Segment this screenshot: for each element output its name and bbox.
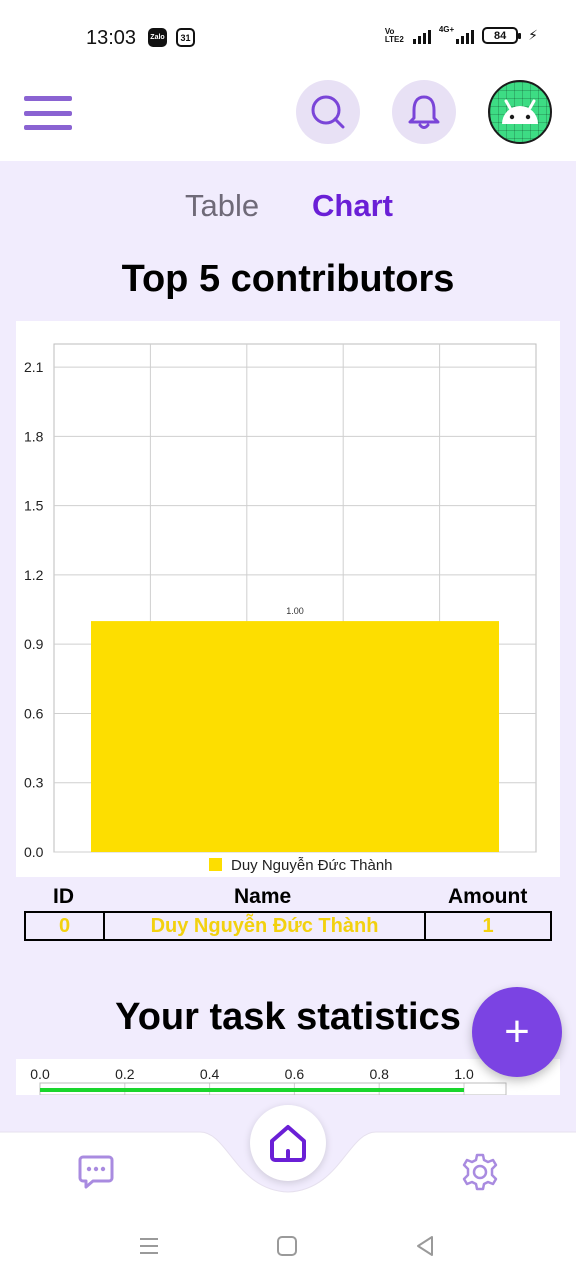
home-icon xyxy=(270,1125,306,1162)
search-button[interactable] xyxy=(296,80,360,144)
status-bar: 13:03 Zalo 31 Vo LTE2 4G+ 84 ⚡ xyxy=(0,0,576,76)
legend-label: Duy Nguyễn Đức Thành xyxy=(231,857,393,874)
settings-button[interactable] xyxy=(460,1152,500,1192)
volte-icon: Vo LTE2 xyxy=(384,26,404,44)
android-icon xyxy=(502,99,538,124)
stats-tick-label: 0.8 xyxy=(369,1066,389,1082)
calendar-notification-icon: 31 xyxy=(176,28,195,47)
y-tick-label: 0.0 xyxy=(24,844,44,860)
settings-icon xyxy=(462,1153,498,1191)
tab-chart[interactable]: Chart xyxy=(312,188,393,223)
add-button[interactable]: + xyxy=(472,987,562,1077)
header-amount: Amount xyxy=(448,885,528,908)
avatar[interactable] xyxy=(488,80,552,144)
battery-icon: 84 xyxy=(482,27,522,44)
zalo-notification-icon: Zalo xyxy=(148,28,167,47)
stats-tick-label: 0.4 xyxy=(200,1066,220,1082)
task-stats-title: Your task statistics xyxy=(115,996,461,1038)
signal-icon-2 xyxy=(456,28,475,44)
y-tick-label: 0.9 xyxy=(24,636,44,652)
notifications-button[interactable] xyxy=(392,80,456,144)
back-icon[interactable] xyxy=(413,1234,437,1258)
search-icon xyxy=(311,95,345,129)
y-tick-label: 2.1 xyxy=(24,359,44,375)
header-id: ID xyxy=(53,885,74,908)
signal-icon xyxy=(412,28,431,44)
y-tick-label: 1.5 xyxy=(24,498,44,514)
view-tabs: Table Chart xyxy=(0,188,576,232)
status-indicators: Vo LTE2 4G+ 84 ⚡ xyxy=(384,25,538,44)
cell-name: Duy Nguyễn Đức Thành xyxy=(105,913,426,939)
y-tick-label: 1.2 xyxy=(24,567,44,583)
home-button[interactable] xyxy=(250,1105,326,1181)
y-tick-label: 0.3 xyxy=(24,775,44,791)
cell-id: 0 xyxy=(26,913,105,939)
contributors-table: ID Name Amount 0 Duy Nguyễn Đức Thành 1 xyxy=(24,883,552,941)
task-stats-chart: 0.0 0.2 0.4 0.6 0.8 1.0 xyxy=(16,1059,560,1096)
stats-tick-label: 1.0 xyxy=(454,1066,474,1082)
bar xyxy=(91,621,499,852)
bottom-nav-background xyxy=(0,1131,576,1210)
chat-button[interactable] xyxy=(77,1152,115,1190)
stats-tick-label: 0.2 xyxy=(115,1066,135,1082)
progress-bar xyxy=(40,1088,464,1092)
app-bar xyxy=(0,76,576,161)
table-header: ID Name Amount xyxy=(24,883,552,911)
home-system-icon[interactable] xyxy=(275,1234,299,1258)
stats-tick-label: 0.0 xyxy=(30,1066,50,1082)
y-tick-label: 1.8 xyxy=(24,428,44,444)
table-row: 0 Duy Nguyễn Đức Thành 1 xyxy=(24,911,552,941)
data-label: 1.00 xyxy=(286,606,304,616)
menu-icon[interactable] xyxy=(24,96,72,130)
charging-icon: ⚡ xyxy=(528,27,538,43)
task-progress-chart: 0.0 0.2 0.4 0.6 0.8 1.0 xyxy=(30,1066,507,1096)
header-name: Name xyxy=(234,885,292,908)
legend-swatch xyxy=(209,858,222,871)
contributors-chart: 0.0 0.3 0.6 0.9 1.2 1.5 1.8 2.1 1.00 Duy Nguyễn Đ… xyxy=(16,321,560,877)
chat-icon xyxy=(78,1155,114,1189)
network-type: 4G+ xyxy=(438,25,455,34)
system-nav-bar xyxy=(0,1210,576,1280)
tab-table[interactable]: Table xyxy=(185,188,260,223)
cell-amount: 1 xyxy=(482,914,494,937)
recent-apps-icon[interactable] xyxy=(137,1234,161,1258)
stats-tick-label: 0.6 xyxy=(285,1066,305,1082)
bar-chart: 0.0 0.3 0.6 0.9 1.2 1.5 1.8 2.1 1.00 Duy Nguyễn Đ… xyxy=(24,343,537,874)
contributors-title: Top 5 contributors xyxy=(121,258,455,300)
y-tick-label: 0.6 xyxy=(24,705,44,721)
bell-icon xyxy=(408,95,440,129)
status-time: 13:03 xyxy=(86,27,137,49)
bottom-nav xyxy=(0,1100,576,1210)
